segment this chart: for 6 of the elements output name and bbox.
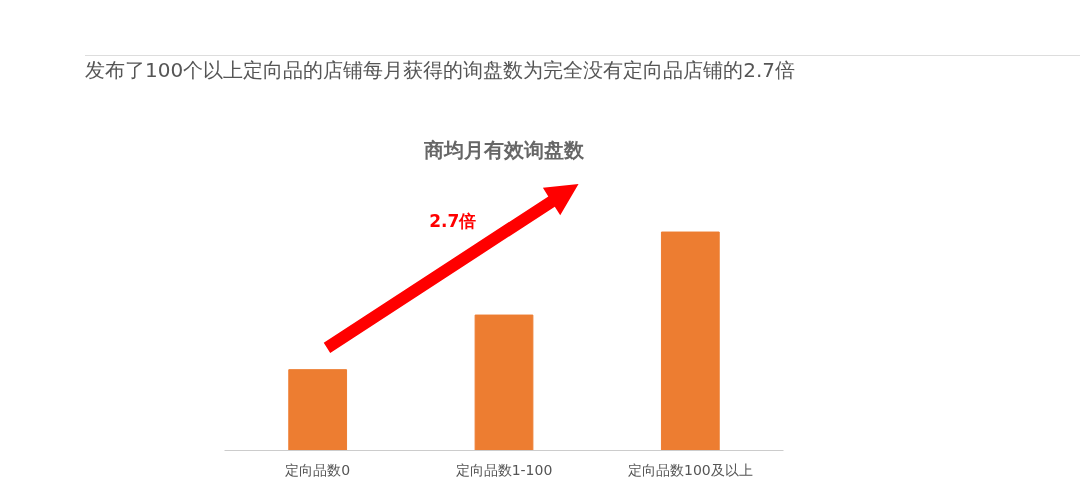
chart-subtitle: 商均月有效询盘数 xyxy=(423,137,585,162)
x-tick-label: 定向品数1-100 xyxy=(455,461,553,478)
chart-title: 发布了100个以上定向品的店铺每月获得的询盘数为完全没有定向品店铺的2.7倍 xyxy=(85,57,795,84)
x-tick-label: 定向品数0 xyxy=(285,461,351,478)
x-tick-label: 定向品数100及以上 xyxy=(627,461,753,478)
text: 2.7倍 xyxy=(429,210,477,231)
